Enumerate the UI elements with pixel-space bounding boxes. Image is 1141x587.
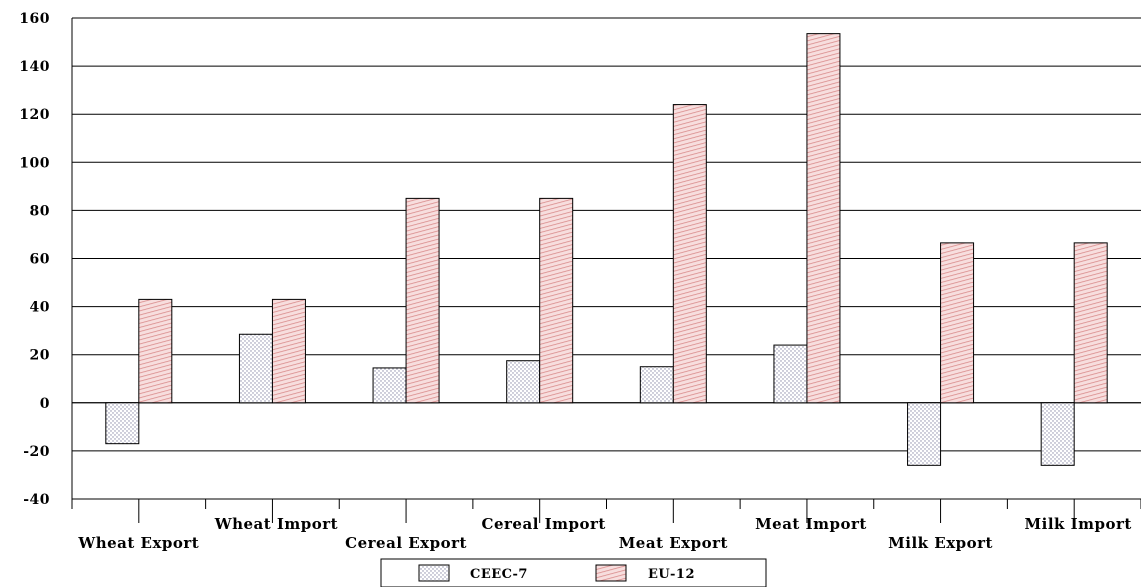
- y-tick-label: 60: [30, 252, 50, 268]
- bar: [907, 402, 942, 466]
- grid-lines: [72, 17, 1141, 500]
- bar: [105, 402, 140, 445]
- category-labels: Wheat Export Wheat Import Cereal Export Cer…: [77, 515, 1131, 552]
- category-label: Wheat Import: [214, 515, 338, 533]
- legend: CEEC-7 EU-12: [380, 558, 767, 587]
- bar: [672, 104, 707, 404]
- bar: [773, 344, 808, 404]
- y-tick-label: -40: [23, 492, 50, 508]
- bar: [138, 298, 173, 404]
- bar: [1073, 242, 1108, 404]
- y-tick-label: 120: [19, 107, 50, 123]
- y-tick-label: 40: [30, 300, 50, 316]
- legend-label: EU-12: [648, 567, 695, 582]
- bars: [105, 33, 1108, 466]
- bar: [639, 366, 674, 404]
- y-tick-label: 140: [19, 59, 50, 75]
- y-tick-label: 0: [40, 396, 50, 412]
- bar: [238, 333, 273, 404]
- category-label: Cereal Import: [482, 515, 606, 533]
- category-label: Meat Import: [755, 515, 867, 533]
- y-tick-label: -20: [23, 444, 50, 460]
- bar: [506, 360, 541, 404]
- bar: [271, 298, 306, 404]
- bar: [940, 242, 975, 404]
- y-tick-label: 80: [30, 203, 50, 219]
- y-tick-label: 160: [19, 11, 50, 27]
- category-label: Meat Export: [619, 534, 728, 552]
- legend-swatch: [418, 564, 450, 582]
- category-label: Milk Export: [888, 534, 993, 552]
- category-label: Cereal Export: [345, 534, 467, 552]
- bar: [539, 197, 574, 404]
- legend-swatch: [595, 564, 627, 582]
- legend-label: CEEC-7: [470, 567, 528, 582]
- category-label: Wheat Export: [77, 534, 199, 552]
- category-label: Milk Import: [1025, 515, 1132, 533]
- bar: [405, 197, 440, 404]
- y-tick-label: 100: [19, 155, 50, 171]
- bar: [806, 33, 841, 404]
- bar: [1040, 402, 1075, 466]
- bar: [372, 367, 407, 404]
- y-tick-label: 20: [30, 348, 50, 364]
